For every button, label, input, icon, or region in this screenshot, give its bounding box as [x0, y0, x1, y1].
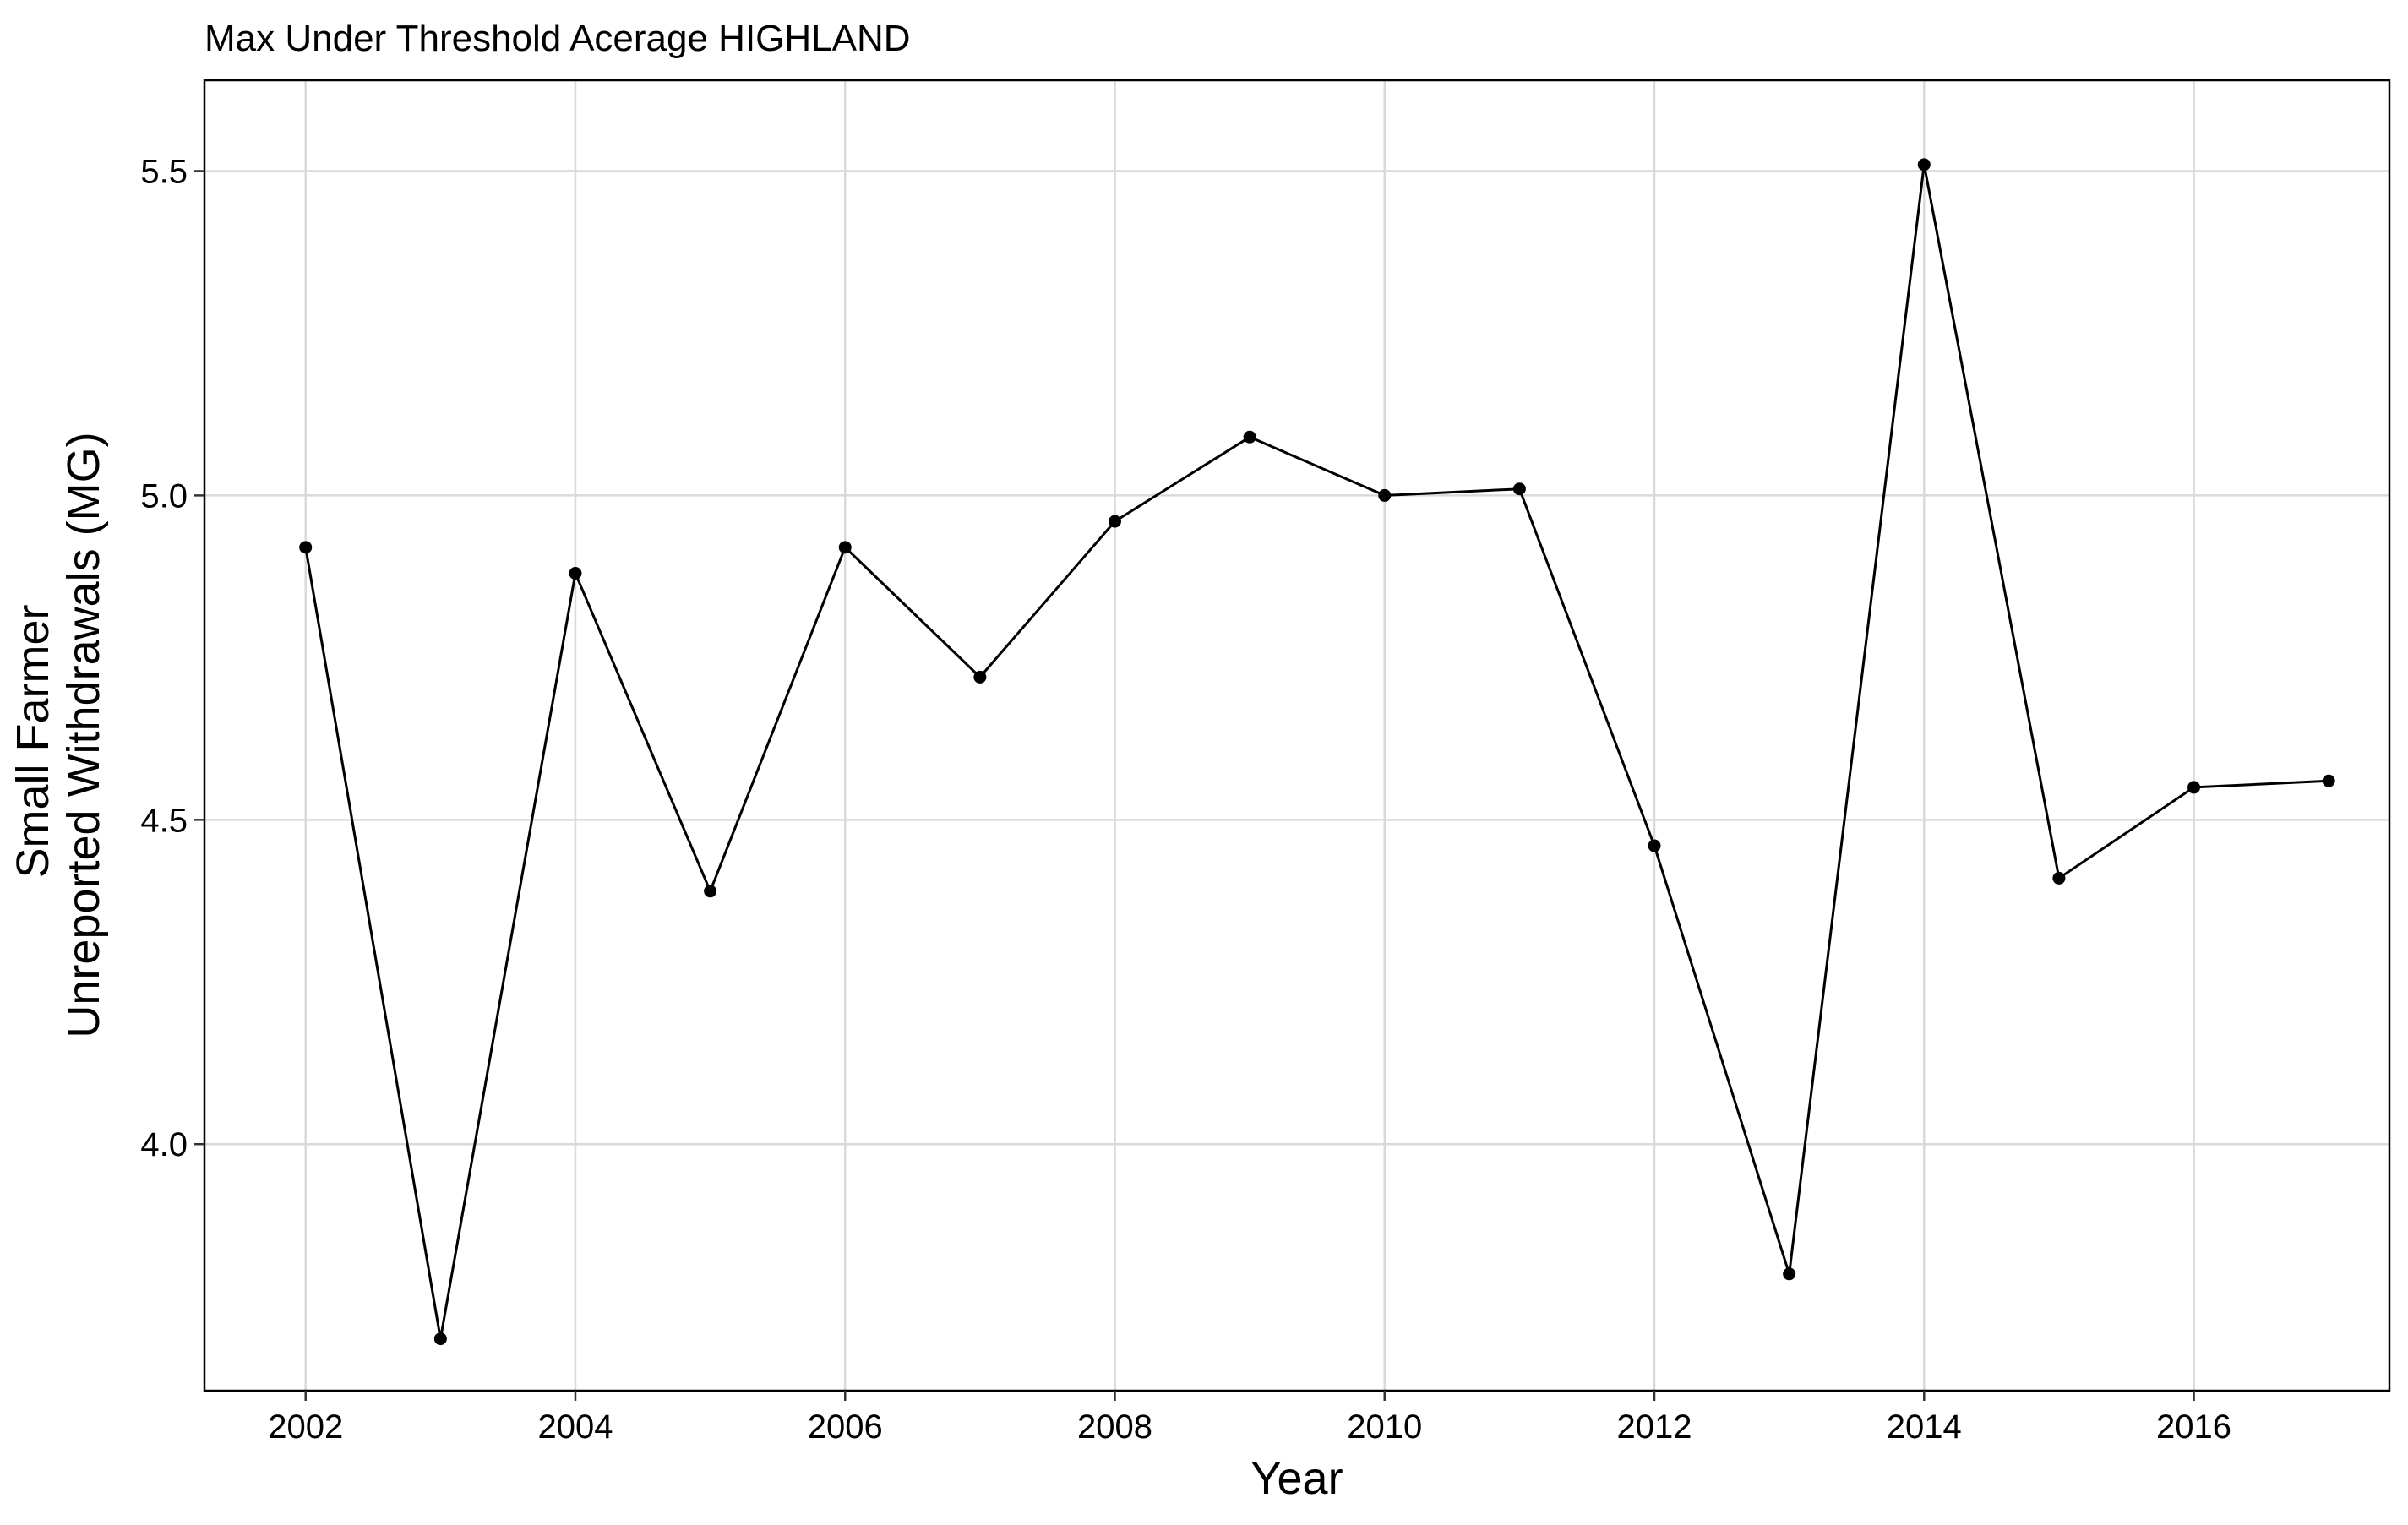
x-tick-label: 2006: [808, 1408, 883, 1446]
x-tick-label: 2008: [1077, 1408, 1152, 1446]
data-point: [299, 541, 313, 554]
data-point: [1512, 482, 1526, 496]
data-point: [838, 541, 852, 554]
data-point: [1648, 839, 1661, 852]
y-axis-label: Small Farmer Unreported Withdrawals (MG): [8, 432, 109, 1038]
x-tick-label: 2002: [268, 1408, 343, 1446]
y-tick-label: 5.0: [140, 477, 188, 515]
x-tick-label: 2014: [1887, 1408, 1962, 1446]
series-line: [304, 163, 2329, 1341]
data-series: [299, 158, 2335, 1346]
data-point: [973, 670, 987, 684]
y-axis: 4.0 4.5 5.0 5.5: [140, 153, 204, 1163]
grid-lines: [204, 80, 2389, 1391]
data-point: [704, 885, 717, 898]
x-axis-label: Year: [1250, 1453, 1343, 1504]
data-point: [2187, 781, 2201, 794]
data-point: [1783, 1267, 1796, 1281]
data-point: [433, 1332, 447, 1346]
data-point: [1378, 488, 1392, 502]
y-axis-label-line-1: Small Farmer: [8, 604, 58, 878]
data-point: [2052, 871, 2066, 885]
y-tick-label: 5.5: [140, 153, 188, 190]
data-point: [1917, 158, 1931, 172]
y-axis-label-line-2: Unreported Withdrawals (MG): [58, 432, 109, 1038]
data-point: [569, 567, 582, 580]
x-tick-label: 2012: [1617, 1408, 1692, 1446]
x-tick-label: 2016: [2156, 1408, 2231, 1446]
chart-title: Max Under Threshold Acerage HIGHLAND: [204, 18, 911, 59]
plot-panel-border: [203, 79, 2391, 1392]
y-tick-label: 4.5: [140, 802, 188, 839]
data-point: [1109, 515, 1121, 528]
x-tick-label: 2010: [1347, 1408, 1422, 1446]
x-tick-label: 2004: [537, 1408, 613, 1446]
x-axis: 2002 2004 2006 2008 2010 2012 2014 2016: [268, 1391, 2231, 1446]
data-point: [1243, 430, 1256, 444]
data-point: [2322, 774, 2335, 787]
y-tick-label: 4.0: [140, 1126, 188, 1163]
